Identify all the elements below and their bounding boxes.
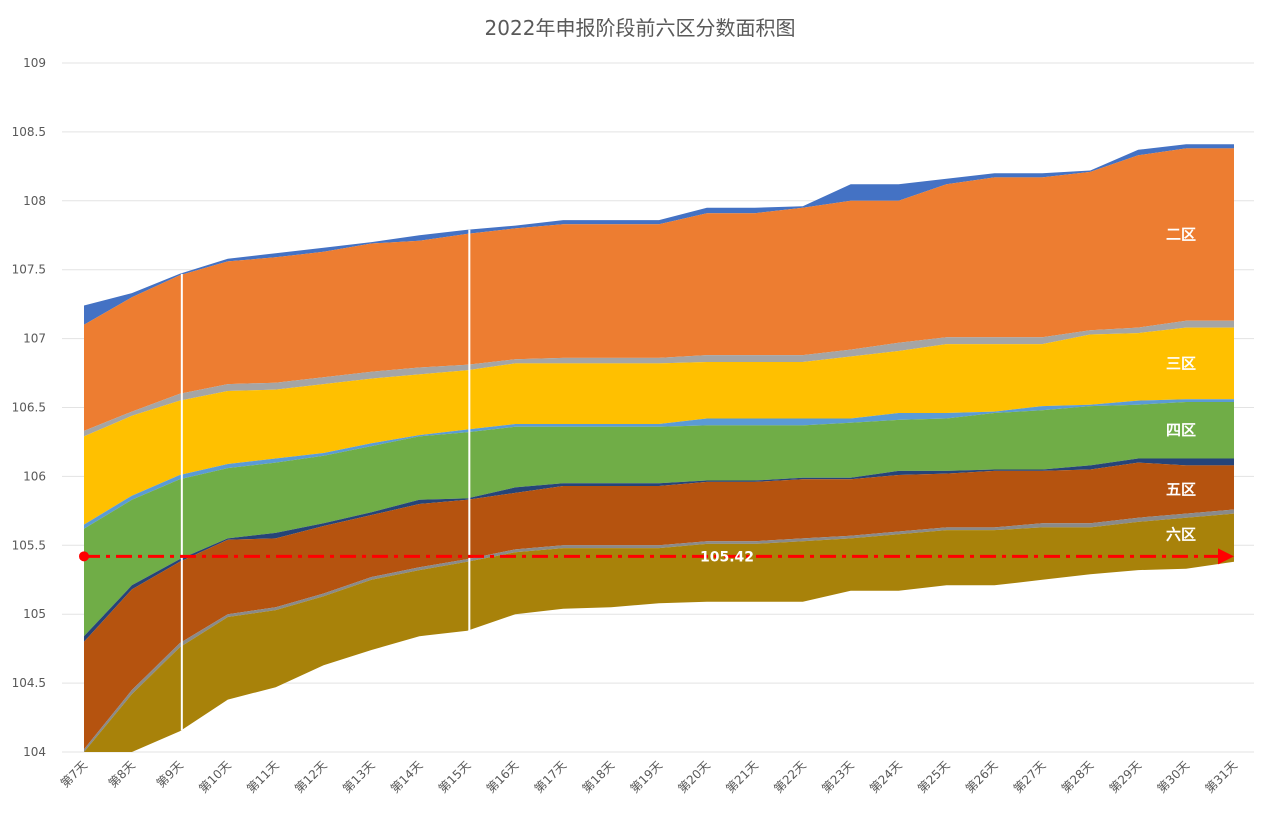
x-tick-label: 第20天 — [675, 758, 713, 796]
x-tick-label: 第16天 — [484, 758, 522, 796]
y-tick-label: 106 — [23, 469, 46, 483]
reference-line-label: 105.42 — [700, 549, 754, 565]
series-label-1: 二区 — [1166, 226, 1196, 244]
x-tick-label: 第10天 — [196, 758, 234, 796]
x-tick-label: 第22天 — [771, 758, 809, 796]
area-series-5 — [84, 402, 1234, 637]
x-tick-label: 第8天 — [106, 758, 138, 790]
y-tick-label: 105.5 — [12, 538, 46, 552]
y-tick-label: 108 — [23, 194, 46, 208]
area-series-1 — [84, 148, 1234, 431]
vertical-markers — [180, 229, 471, 730]
x-axis-ticks: 第7天 第8天 第9天 第10天 第11天 第12天 第13天 第14天 第15天 第16天 第17… — [58, 758, 1240, 796]
series-label-3: 三区 — [1166, 354, 1196, 372]
x-tick-label: 第9天 — [154, 758, 186, 790]
y-axis-ticks: 104 104.5 105 105.5 106 106.5 107 107.5 108 108.5… — [12, 56, 46, 759]
series-label-7: 五区 — [1166, 480, 1196, 498]
x-tick-label: 第23天 — [819, 758, 857, 796]
y-tick-label: 104.5 — [12, 676, 46, 690]
x-tick-label: 第30天 — [1155, 758, 1193, 796]
area-series-9 — [84, 513, 1234, 752]
area-series-3 — [84, 327, 1234, 525]
area-series-4 — [84, 399, 1234, 529]
area-series — [84, 144, 1234, 752]
x-tick-label: 第27天 — [1011, 758, 1049, 796]
x-tick-label: 第24天 — [867, 758, 905, 796]
y-tick-label: 108.5 — [12, 125, 46, 139]
x-tick-label: 第21天 — [723, 758, 761, 796]
x-tick-label: 第31天 — [1202, 758, 1240, 796]
x-tick-label: 第19天 — [627, 758, 665, 796]
y-tick-label: 109 — [23, 56, 46, 70]
chart-title: 2022年申报阶段前六区分数面积图 — [484, 16, 796, 40]
x-tick-label: 第13天 — [340, 758, 378, 796]
x-tick-label: 第26天 — [963, 758, 1001, 796]
reference-line-group: 105.42 — [79, 548, 1234, 565]
x-tick-label: 第28天 — [1059, 758, 1097, 796]
y-tick-label: 107.5 — [12, 263, 46, 277]
x-tick-label: 第29天 — [1107, 758, 1145, 796]
x-tick-label: 第7天 — [58, 758, 90, 790]
y-tick-label: 105 — [23, 607, 46, 621]
x-tick-label: 第12天 — [292, 758, 330, 796]
x-tick-label: 第11天 — [244, 758, 282, 796]
x-tick-label: 第25天 — [915, 758, 953, 796]
reference-line-start-dot — [79, 551, 89, 562]
x-tick-label: 第15天 — [436, 758, 474, 796]
area-series-2 — [84, 320, 1234, 437]
y-tick-label: 104 — [23, 745, 46, 759]
series-label-5: 四区 — [1166, 421, 1196, 439]
x-tick-label: 第17天 — [532, 758, 570, 796]
x-tick-label: 第14天 — [388, 758, 426, 796]
area-series-7 — [84, 462, 1234, 750]
reference-line-arrow — [1218, 548, 1234, 565]
series-label-9: 六区 — [1166, 526, 1196, 544]
x-tick-label: 第18天 — [580, 758, 618, 796]
y-tick-label: 107 — [23, 332, 46, 346]
y-tick-label: 106.5 — [12, 401, 46, 415]
